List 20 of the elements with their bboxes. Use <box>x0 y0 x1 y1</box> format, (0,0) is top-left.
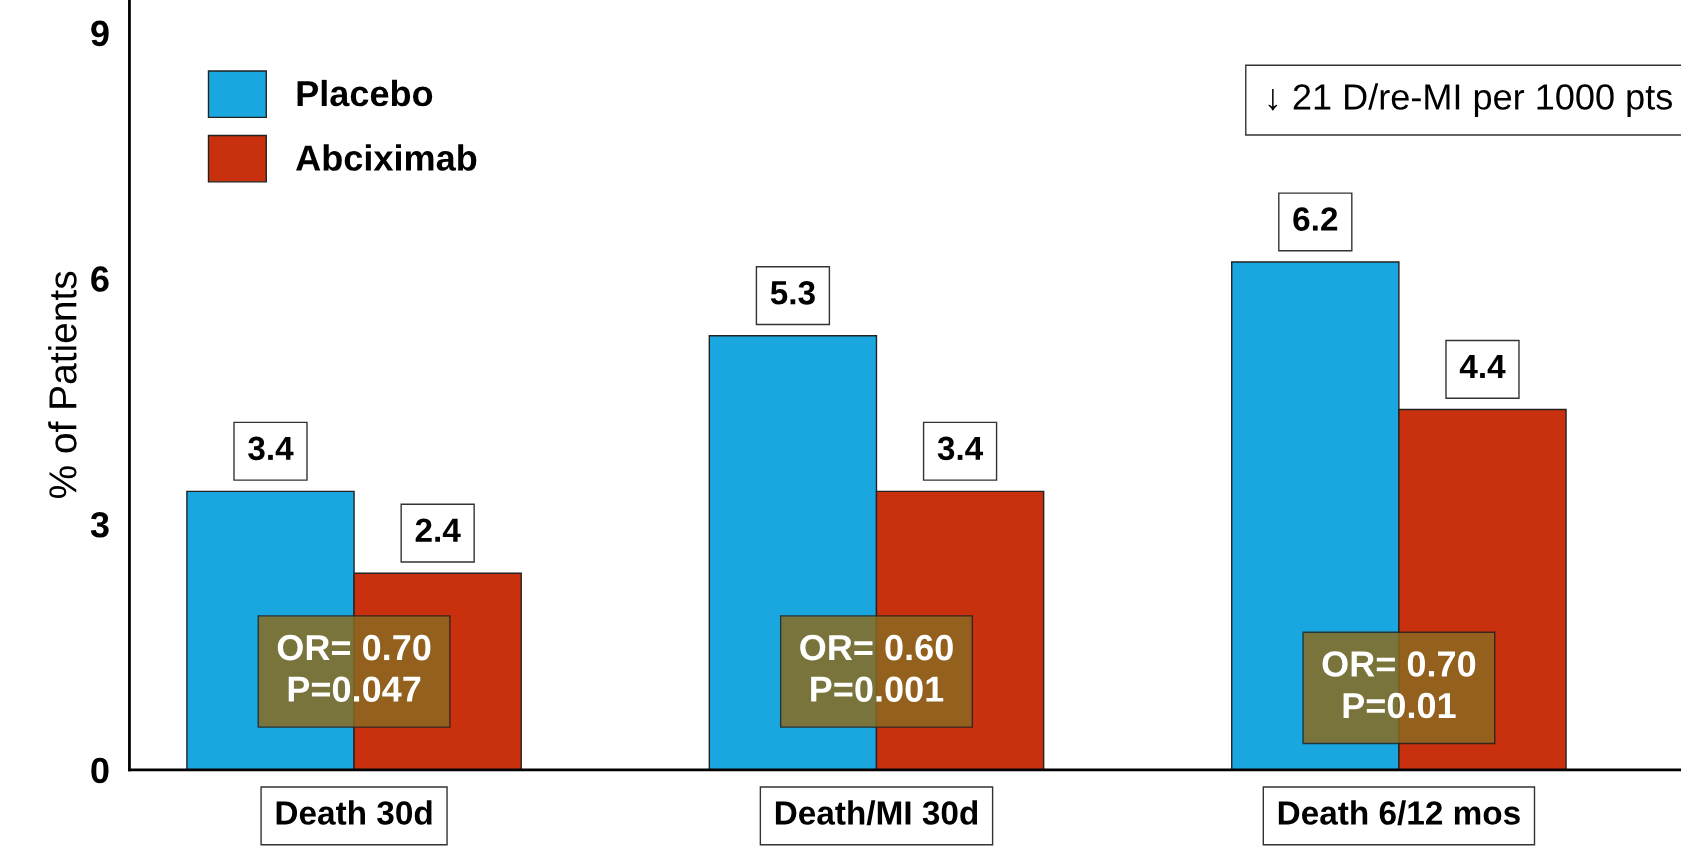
y-tick-label: 3 <box>90 511 109 538</box>
y-tick-label: 9 <box>91 20 109 47</box>
x-tick-label: Death/MI 30d <box>775 800 978 826</box>
annotation: OR= 0.60 P=0.001 <box>800 634 953 702</box>
data-label: 5.3 <box>770 280 815 305</box>
legend-label: Abciximab <box>296 144 477 171</box>
data-label: 4.4 <box>1459 355 1506 378</box>
annotation: ↓ 21 D/re-MI per 1000 pts <box>1268 83 1672 117</box>
x-tick-label: Death 30d <box>276 800 432 825</box>
x-tick-label: Death 6/12 mos <box>1278 800 1520 826</box>
annotation: OR= 0.70 P=0.047 <box>277 634 431 702</box>
data-label: 3.4 <box>248 436 294 461</box>
legend-label: Placebo <box>297 79 433 107</box>
y-axis-title: % of Patients <box>48 271 77 499</box>
y-tick-label: 6 <box>91 266 109 292</box>
y-tick-label: 0 <box>91 757 109 784</box>
annotation: OR= 0.70 P=0.01 <box>1322 651 1476 719</box>
data-label: 3.4 <box>937 436 984 461</box>
data-label: 2.4 <box>415 518 461 542</box>
data-label: 6.2 <box>1293 207 1338 231</box>
